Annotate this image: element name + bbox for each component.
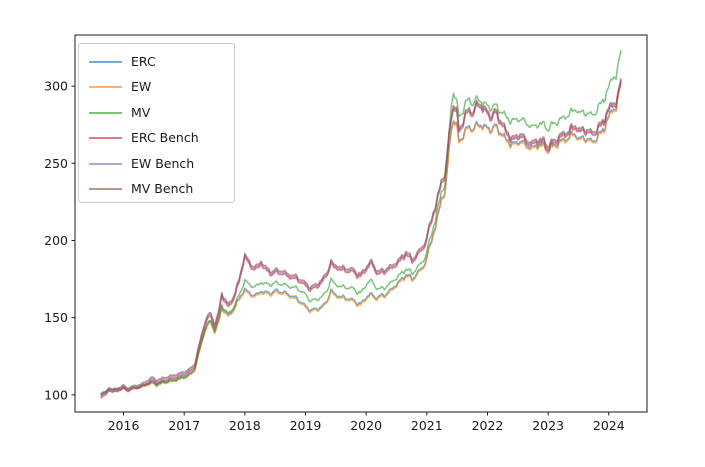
x-tick-label: 2022 (472, 418, 504, 433)
x-tick-label: 2019 (290, 418, 322, 433)
legend-item-ew: EW (89, 75, 234, 101)
y-tick-label: 250 (44, 156, 68, 171)
legend-swatch-mv (89, 111, 122, 114)
series-line-ew (100, 81, 622, 396)
legend-swatch-mv-bench (89, 188, 122, 191)
plot-border (74, 34, 648, 413)
legend-item-erc-bench: ERC Bench (89, 126, 234, 152)
y-tick-label: 200 (44, 233, 68, 248)
series-line-erc-bench (100, 81, 622, 399)
x-tick-label: 2016 (108, 418, 140, 433)
series-line-mv (100, 50, 622, 396)
legend: ERC EW MV ERC Bench EW Bench MV Bench (78, 43, 235, 203)
y-tick-label: 300 (44, 79, 68, 94)
x-tick-label: 2017 (168, 418, 200, 433)
x-tick-label: 2024 (593, 418, 625, 433)
series-line-mv-bench (100, 77, 622, 396)
legend-item-mv: MV (89, 100, 234, 126)
legend-label-mv: MV (131, 104, 151, 120)
legend-swatch-erc (89, 60, 122, 63)
y-tick-label: 150 (44, 310, 68, 325)
series-line-ew-bench (100, 79, 622, 398)
x-tick-label: 2021 (411, 418, 443, 433)
x-tick-label: 2020 (350, 418, 382, 433)
x-tick-label: 2018 (229, 418, 261, 433)
legend-swatch-erc-bench (89, 137, 122, 140)
legend-label-erc-bench: ERC Bench (131, 130, 199, 145)
legend-label-erc: ERC (131, 53, 156, 69)
y-tick-label: 100 (44, 387, 68, 402)
legend-swatch-ew (89, 86, 122, 89)
legend-label-ew: EW (131, 79, 152, 94)
x-tick-label: 2023 (532, 418, 564, 433)
legend-swatch-ew-bench (89, 162, 122, 165)
legend-label-ew-bench: EW Bench (131, 155, 195, 171)
legend-item-erc: ERC (89, 49, 234, 75)
legend-label-mv-bench: MV Bench (131, 181, 194, 196)
legend-item-mv-bench: MV Bench (89, 177, 234, 203)
legend-item-ew-bench: EW Bench (89, 151, 234, 177)
